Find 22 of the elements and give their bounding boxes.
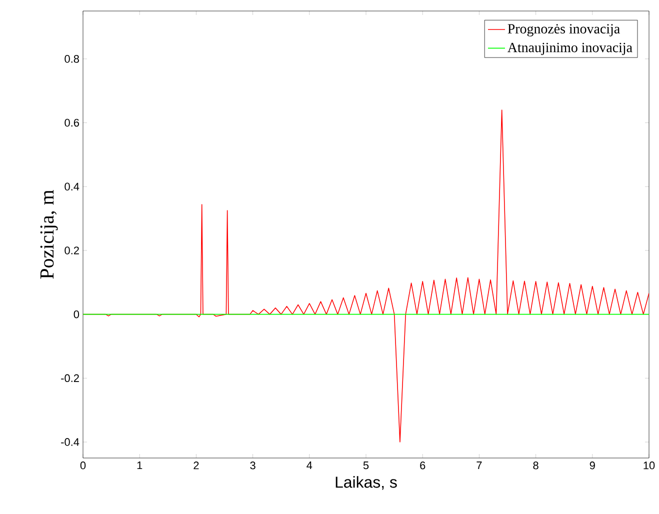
y-tick-label: -0.4: [61, 438, 80, 446]
x-tick-label: 1: [137, 462, 142, 470]
x-axis-title: Laikas, s: [336, 476, 397, 490]
x-tick-label: 0: [80, 462, 86, 470]
x-tick-label: 2: [194, 462, 199, 470]
legend-label: Prognozės inovacija: [508, 24, 620, 36]
x-tick-label: 3: [250, 462, 256, 470]
x-tick-label: 7: [476, 462, 482, 470]
y-axis-title: Pozicija, m: [40, 190, 58, 279]
x-tick-label: 5: [363, 462, 369, 470]
y-tick-label: 0: [74, 310, 80, 318]
x-tick-label: 8: [533, 462, 538, 470]
x-tick-label: 10: [644, 462, 655, 470]
y-tick-label: -0.2: [61, 374, 79, 382]
y-tick-label: 0.6: [64, 118, 79, 127]
y-tick-label: 0.8: [64, 55, 79, 63]
x-tick-label: 9: [590, 462, 595, 470]
x-tick-label: 4: [306, 462, 312, 470]
legend-label: Atnaujinimo inovacija: [508, 42, 632, 56]
y-tick-label: 0.2: [64, 246, 79, 254]
y-tick-label: 0.4: [64, 182, 80, 190]
x-tick-label: 6: [420, 462, 426, 470]
